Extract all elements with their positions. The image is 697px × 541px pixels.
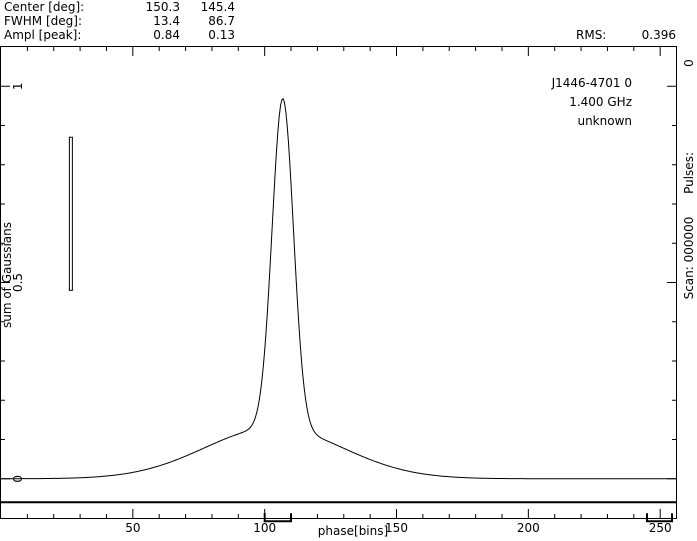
x-ticks: 50 100 150 200 250 xyxy=(26,47,672,535)
x-tick-label: 100 xyxy=(253,521,276,535)
frequency-label: 1.400 GHz xyxy=(569,95,632,109)
x-tick-label: 150 xyxy=(385,521,408,535)
pulses-value: 0 xyxy=(682,59,696,67)
phase-windows xyxy=(263,513,673,523)
rms-label: RMS: xyxy=(576,28,606,42)
source-name: J1446-4701 0 xyxy=(551,76,632,90)
pulses-label: Pulses: xyxy=(682,152,696,194)
header-fwhm-value-2: 86.7 xyxy=(208,14,235,28)
x-tick-label: 50 xyxy=(125,521,140,535)
y-tick-label: 1 xyxy=(11,82,25,90)
header-center-label: Center [deg]: xyxy=(4,0,84,14)
telescope-label: unknown xyxy=(577,114,632,128)
y-ticks: 00.51 xyxy=(1,82,676,483)
header-ampl-label: Ampl [peak]: xyxy=(4,28,81,42)
header-center-value-1: 150.3 xyxy=(146,0,180,14)
header-fwhm-value-1: 13.4 xyxy=(153,14,180,28)
x-tick-label: 250 xyxy=(649,521,672,535)
scan-label: Scan: 000000 xyxy=(682,217,696,300)
header-center-value-2: 145.4 xyxy=(201,0,235,14)
x-tick-label: 200 xyxy=(517,521,540,535)
plot-frame xyxy=(0,46,677,519)
error-bar xyxy=(68,136,73,291)
x-axis-label: phase[bins] xyxy=(318,524,388,538)
y-axis-label: sum of Gaussians xyxy=(0,222,14,328)
phase-window-bracket xyxy=(263,513,293,523)
header-ampl-value-1: 0.84 xyxy=(153,28,180,42)
rms-value: 0.396 xyxy=(642,28,676,42)
header-block: Center [deg]: 150.3 145.4 FWHM [deg]: 13… xyxy=(4,0,676,42)
header-ampl-value-2: 0.13 xyxy=(208,28,235,42)
header-fwhm-label: FWHM [deg]: xyxy=(4,14,82,28)
profile-line xyxy=(1,97,676,480)
y-tick-label: 0.5 xyxy=(11,273,25,292)
phase-window-bracket xyxy=(645,513,673,523)
